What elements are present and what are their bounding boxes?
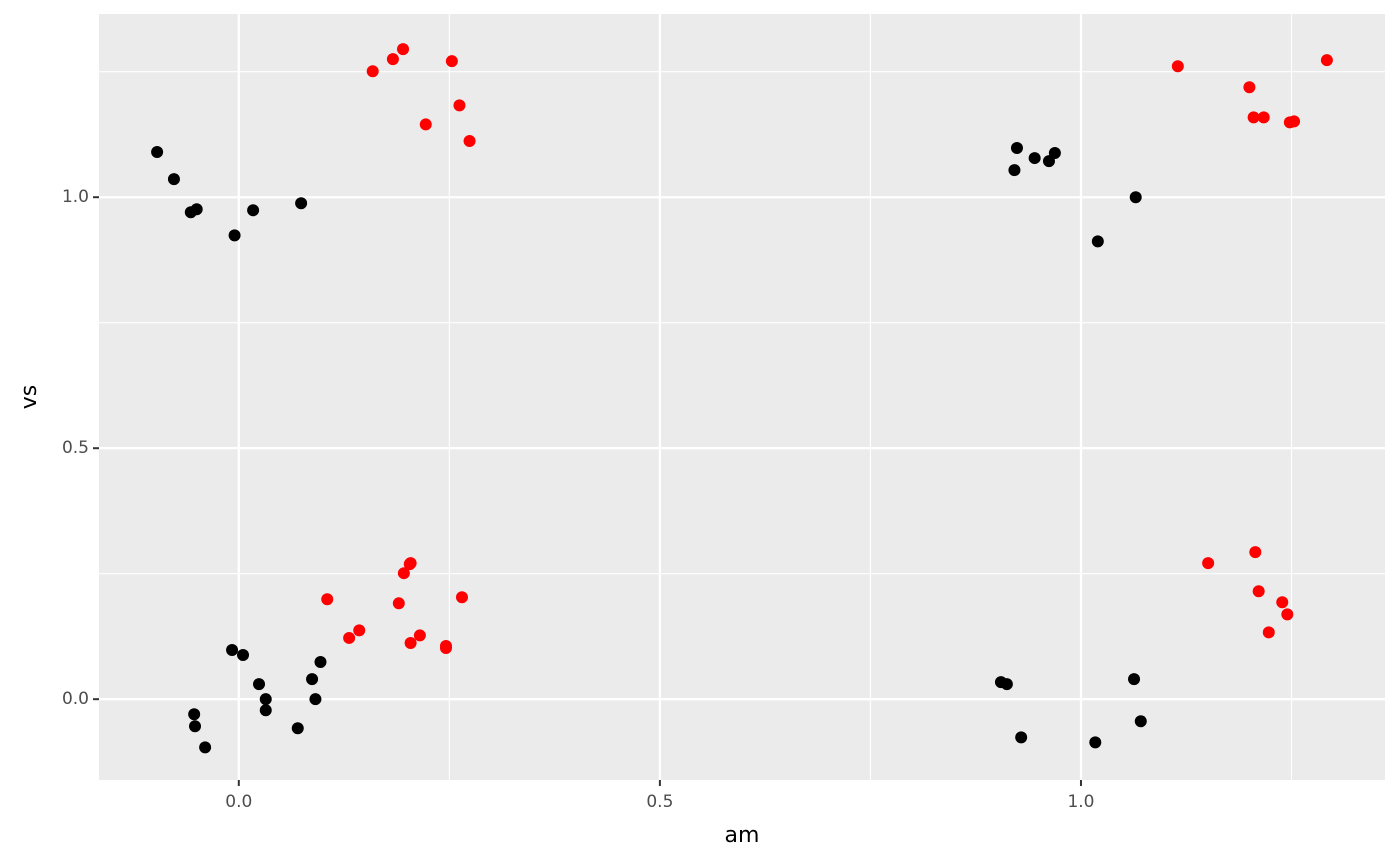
point	[190, 203, 203, 216]
y-tick-label: 0.0	[62, 689, 89, 709]
panel-background	[99, 14, 1385, 780]
point	[1276, 596, 1289, 609]
point	[1320, 54, 1333, 67]
point	[397, 43, 410, 56]
point	[247, 204, 260, 217]
point	[386, 53, 399, 66]
point	[1128, 673, 1141, 686]
point	[237, 649, 250, 662]
point	[1008, 164, 1021, 177]
point	[1171, 60, 1184, 73]
point	[1249, 546, 1262, 559]
point	[463, 134, 476, 147]
point	[397, 567, 410, 580]
y-tick-label: 1.0	[62, 187, 89, 207]
point	[253, 678, 266, 691]
point	[259, 704, 272, 717]
point	[1028, 152, 1041, 165]
x-tick-label: 1.0	[1067, 792, 1094, 812]
point	[413, 629, 426, 642]
point	[1252, 585, 1265, 598]
point	[343, 631, 356, 644]
point	[314, 656, 327, 669]
point	[353, 624, 366, 637]
point	[1091, 235, 1104, 248]
point	[291, 722, 304, 735]
point	[455, 591, 468, 604]
point	[306, 673, 319, 686]
point	[1048, 147, 1061, 160]
point	[404, 636, 417, 649]
point	[1129, 191, 1142, 204]
point	[1089, 736, 1102, 749]
point	[188, 708, 201, 721]
point	[1010, 142, 1023, 155]
x-tick-label: 0.5	[646, 792, 673, 812]
point	[1257, 111, 1270, 124]
x-tick-label: 0.0	[225, 792, 252, 812]
point	[228, 229, 241, 242]
point	[419, 118, 432, 131]
point	[1281, 608, 1294, 621]
point	[1247, 111, 1260, 124]
point	[321, 593, 334, 606]
point	[199, 741, 212, 754]
point	[151, 146, 164, 159]
point	[1243, 81, 1256, 94]
point	[1202, 557, 1215, 570]
point	[1262, 626, 1275, 639]
point	[295, 197, 308, 210]
point	[366, 65, 379, 78]
point	[226, 643, 239, 656]
point	[392, 597, 405, 610]
point	[404, 557, 417, 570]
point	[259, 693, 272, 706]
point	[439, 641, 452, 654]
point	[1015, 731, 1028, 744]
y-axis-title: vs	[17, 385, 42, 409]
point	[1000, 678, 1013, 691]
point	[1288, 115, 1301, 128]
point	[1134, 715, 1147, 728]
y-tick-label: 0.5	[62, 438, 89, 458]
point	[309, 693, 322, 706]
point	[445, 55, 458, 68]
point	[189, 720, 202, 733]
point	[453, 99, 466, 112]
point	[167, 173, 180, 186]
x-axis-title: am	[725, 823, 760, 848]
